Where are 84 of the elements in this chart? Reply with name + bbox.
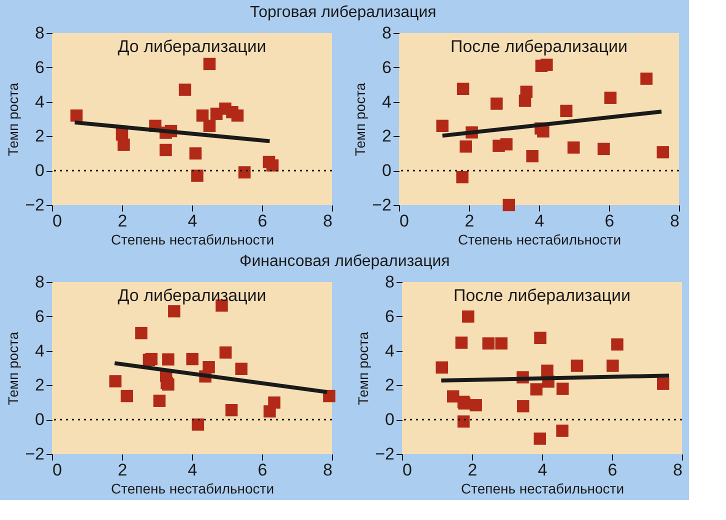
x-tick-label: 2 bbox=[118, 460, 128, 480]
y-tick-label: 8 bbox=[382, 24, 392, 42]
chart-subtitle: После либерализации bbox=[450, 37, 628, 56]
point bbox=[70, 109, 83, 122]
x-tick-label: 4 bbox=[188, 460, 198, 480]
y-tick-label: 6 bbox=[385, 306, 394, 326]
point bbox=[189, 147, 202, 160]
point bbox=[266, 159, 279, 172]
x-tick-label: 4 bbox=[188, 212, 198, 230]
y-tick-label: −2 bbox=[372, 196, 392, 214]
point bbox=[225, 404, 238, 416]
x-tick-label: 6 bbox=[608, 460, 618, 480]
point bbox=[109, 375, 122, 388]
x-tick-label: 8 bbox=[323, 460, 332, 480]
y-tick-label: 0 bbox=[382, 161, 392, 180]
x-tick-label: 6 bbox=[604, 212, 614, 230]
x-tick-label: 8 bbox=[323, 212, 332, 230]
point bbox=[135, 326, 148, 340]
point bbox=[231, 109, 244, 122]
point bbox=[219, 346, 232, 359]
x-axis-title: Степень нестабильности bbox=[460, 480, 624, 496]
y-tick-label: 2 bbox=[35, 376, 44, 395]
chart-subtitle: После либерализации bbox=[454, 286, 630, 305]
y-tick-label: −2 bbox=[25, 444, 44, 464]
y-tick-label: 8 bbox=[385, 272, 394, 292]
x-axis-title: Степень нестабильности bbox=[110, 480, 274, 496]
x-tick-label: 2 bbox=[464, 212, 474, 230]
point bbox=[186, 352, 198, 366]
y-tick-label: 8 bbox=[35, 272, 44, 292]
point bbox=[162, 353, 174, 366]
x-tick-label: 8 bbox=[670, 212, 680, 230]
y-tick-label: 0 bbox=[385, 410, 394, 430]
y-tick-label: 2 bbox=[382, 126, 392, 146]
x-tick-label: 8 bbox=[673, 460, 682, 480]
y-tick-label: 4 bbox=[385, 341, 394, 360]
y-tick-label: 6 bbox=[35, 306, 44, 326]
chart-subtitle: До либерализации bbox=[118, 286, 266, 305]
y-tick-label: 0 bbox=[35, 161, 44, 180]
y-tick-label: 4 bbox=[35, 341, 44, 360]
point bbox=[178, 84, 192, 96]
point bbox=[153, 394, 166, 407]
x-tick-label: 0 bbox=[52, 212, 62, 230]
x-tick-label: 2 bbox=[118, 212, 128, 230]
x-tick-label: 4 bbox=[538, 460, 548, 480]
point bbox=[145, 352, 158, 366]
point bbox=[168, 305, 180, 318]
point bbox=[268, 396, 280, 409]
y-tick-label: −2 bbox=[25, 196, 44, 214]
y-axis-title: Темп роста bbox=[352, 82, 368, 156]
point bbox=[120, 390, 134, 402]
point bbox=[238, 166, 251, 178]
point bbox=[191, 170, 204, 182]
x-axis-title: Степень нестабильности bbox=[110, 232, 274, 248]
point bbox=[202, 361, 215, 374]
x-tick-label: 6 bbox=[258, 460, 268, 480]
x-tick-label: 0 bbox=[402, 460, 412, 480]
y-axis-title: Темп роста bbox=[355, 332, 372, 406]
point bbox=[192, 418, 204, 431]
y-tick-label: 8 bbox=[35, 24, 44, 42]
point bbox=[235, 362, 248, 375]
y-axis-title: Темп роста bbox=[5, 82, 22, 156]
x-tick-label: 2 bbox=[468, 460, 478, 480]
y-tick-label: −2 bbox=[375, 444, 394, 464]
point bbox=[203, 120, 216, 132]
point bbox=[160, 144, 172, 156]
chart-title: Торговая либерализация bbox=[250, 4, 436, 21]
chart-title: Финансовая либерализация bbox=[240, 253, 450, 270]
x-tick-label: 6 bbox=[258, 212, 268, 230]
y-tick-label: 2 bbox=[385, 376, 394, 395]
x-axis-title: Степень нестабильности bbox=[458, 232, 622, 248]
chart-subtitle: До либерализации bbox=[118, 37, 266, 56]
point bbox=[203, 58, 216, 70]
y-tick-label: 4 bbox=[35, 92, 44, 112]
y-tick-label: 6 bbox=[35, 58, 44, 77]
y-tick-label: 6 bbox=[382, 58, 392, 77]
y-tick-label: 4 bbox=[382, 92, 392, 112]
x-tick-label: 0 bbox=[52, 460, 62, 480]
y-tick-label: 2 bbox=[35, 126, 44, 146]
x-tick-label: 0 bbox=[400, 212, 409, 230]
x-tick-label: 4 bbox=[534, 212, 544, 230]
y-axis-title: Темп роста bbox=[5, 332, 22, 406]
point bbox=[196, 109, 209, 122]
y-tick-label: 0 bbox=[35, 410, 44, 430]
point bbox=[118, 138, 130, 151]
